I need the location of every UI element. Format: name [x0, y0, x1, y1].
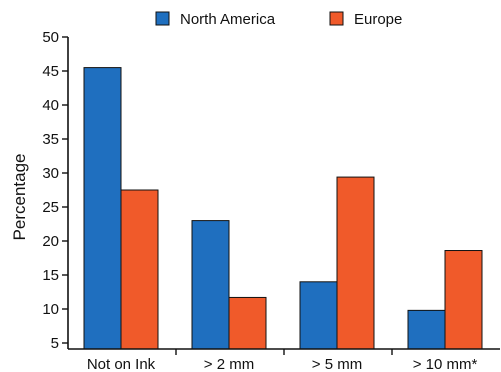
y-tick-label: 15 [42, 267, 59, 284]
bar-north-america [83, 67, 122, 350]
legend-label: North America [180, 11, 276, 28]
x-tick-label: Not on Ink [87, 356, 156, 372]
bar-north-america [407, 309, 446, 350]
bar-north-america [191, 220, 230, 350]
legend-swatch [329, 11, 344, 26]
y-tick-label: 40 [42, 97, 59, 114]
bar-europe [228, 296, 267, 350]
y-tick-label: 20 [42, 233, 59, 250]
bar-europe [120, 189, 159, 350]
y-axis-title: Percentage [10, 154, 29, 241]
y-tick-label: 10 [42, 301, 59, 318]
x-tick-label: > 2 mm [204, 356, 254, 372]
bars [83, 67, 483, 350]
y-tick-label: 35 [42, 131, 59, 148]
x-tick-label: > 5 mm [312, 356, 362, 372]
legend-swatch [155, 11, 170, 26]
y-tick-label: 25 [42, 199, 59, 216]
legend: North America Europe [155, 11, 402, 28]
y-tick-label: 45 [42, 63, 59, 80]
bar-north-america [299, 281, 338, 350]
bar-europe [444, 250, 483, 350]
x-tick-label: > 10 mm* [413, 356, 478, 372]
y-tick-label: 50 [42, 29, 59, 46]
y-tick-label: 30 [42, 165, 59, 182]
legend-label: Europe [354, 11, 402, 28]
axes: 5 10 15 20 25 30 35 40 45 50 Not on Ink > 2 mm > 5 m… [42, 29, 500, 372]
bar-europe [336, 176, 375, 350]
y-tick-label: 5 [51, 335, 59, 352]
